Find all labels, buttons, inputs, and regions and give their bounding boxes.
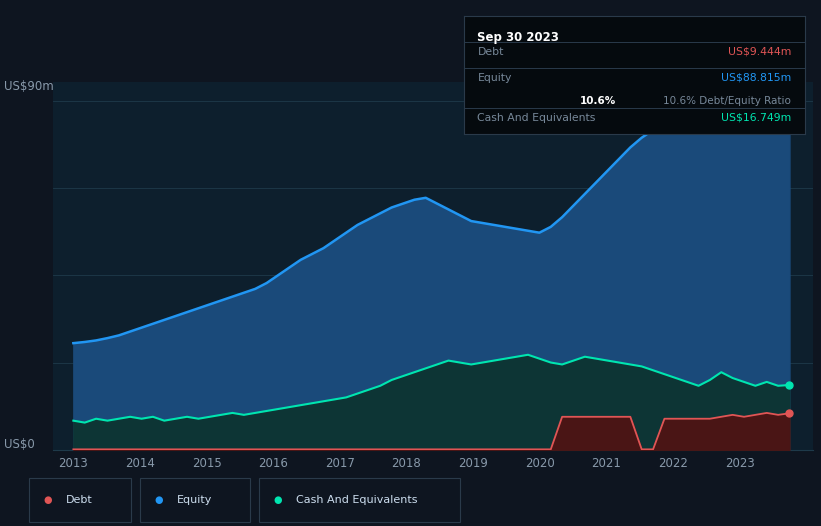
Text: Debt: Debt	[66, 495, 93, 505]
Text: Cash And Equivalents: Cash And Equivalents	[478, 113, 596, 123]
Text: Equity: Equity	[177, 495, 212, 505]
Text: Cash And Equivalents: Cash And Equivalents	[296, 495, 417, 505]
Text: 10.6% Debt/Equity Ratio: 10.6% Debt/Equity Ratio	[663, 96, 791, 106]
Text: US$0: US$0	[4, 438, 34, 451]
Text: ●: ●	[44, 495, 52, 505]
Text: US$9.444m: US$9.444m	[727, 47, 791, 57]
Text: US$88.815m: US$88.815m	[721, 73, 791, 83]
Text: Equity: Equity	[478, 73, 511, 83]
Text: 10.6%: 10.6%	[580, 96, 616, 106]
Text: US$90m: US$90m	[4, 80, 54, 93]
Text: Sep 30 2023: Sep 30 2023	[478, 31, 559, 44]
Text: ●: ●	[273, 495, 282, 505]
Text: Debt: Debt	[478, 47, 504, 57]
Text: US$16.749m: US$16.749m	[721, 113, 791, 123]
Text: ●: ●	[154, 495, 163, 505]
